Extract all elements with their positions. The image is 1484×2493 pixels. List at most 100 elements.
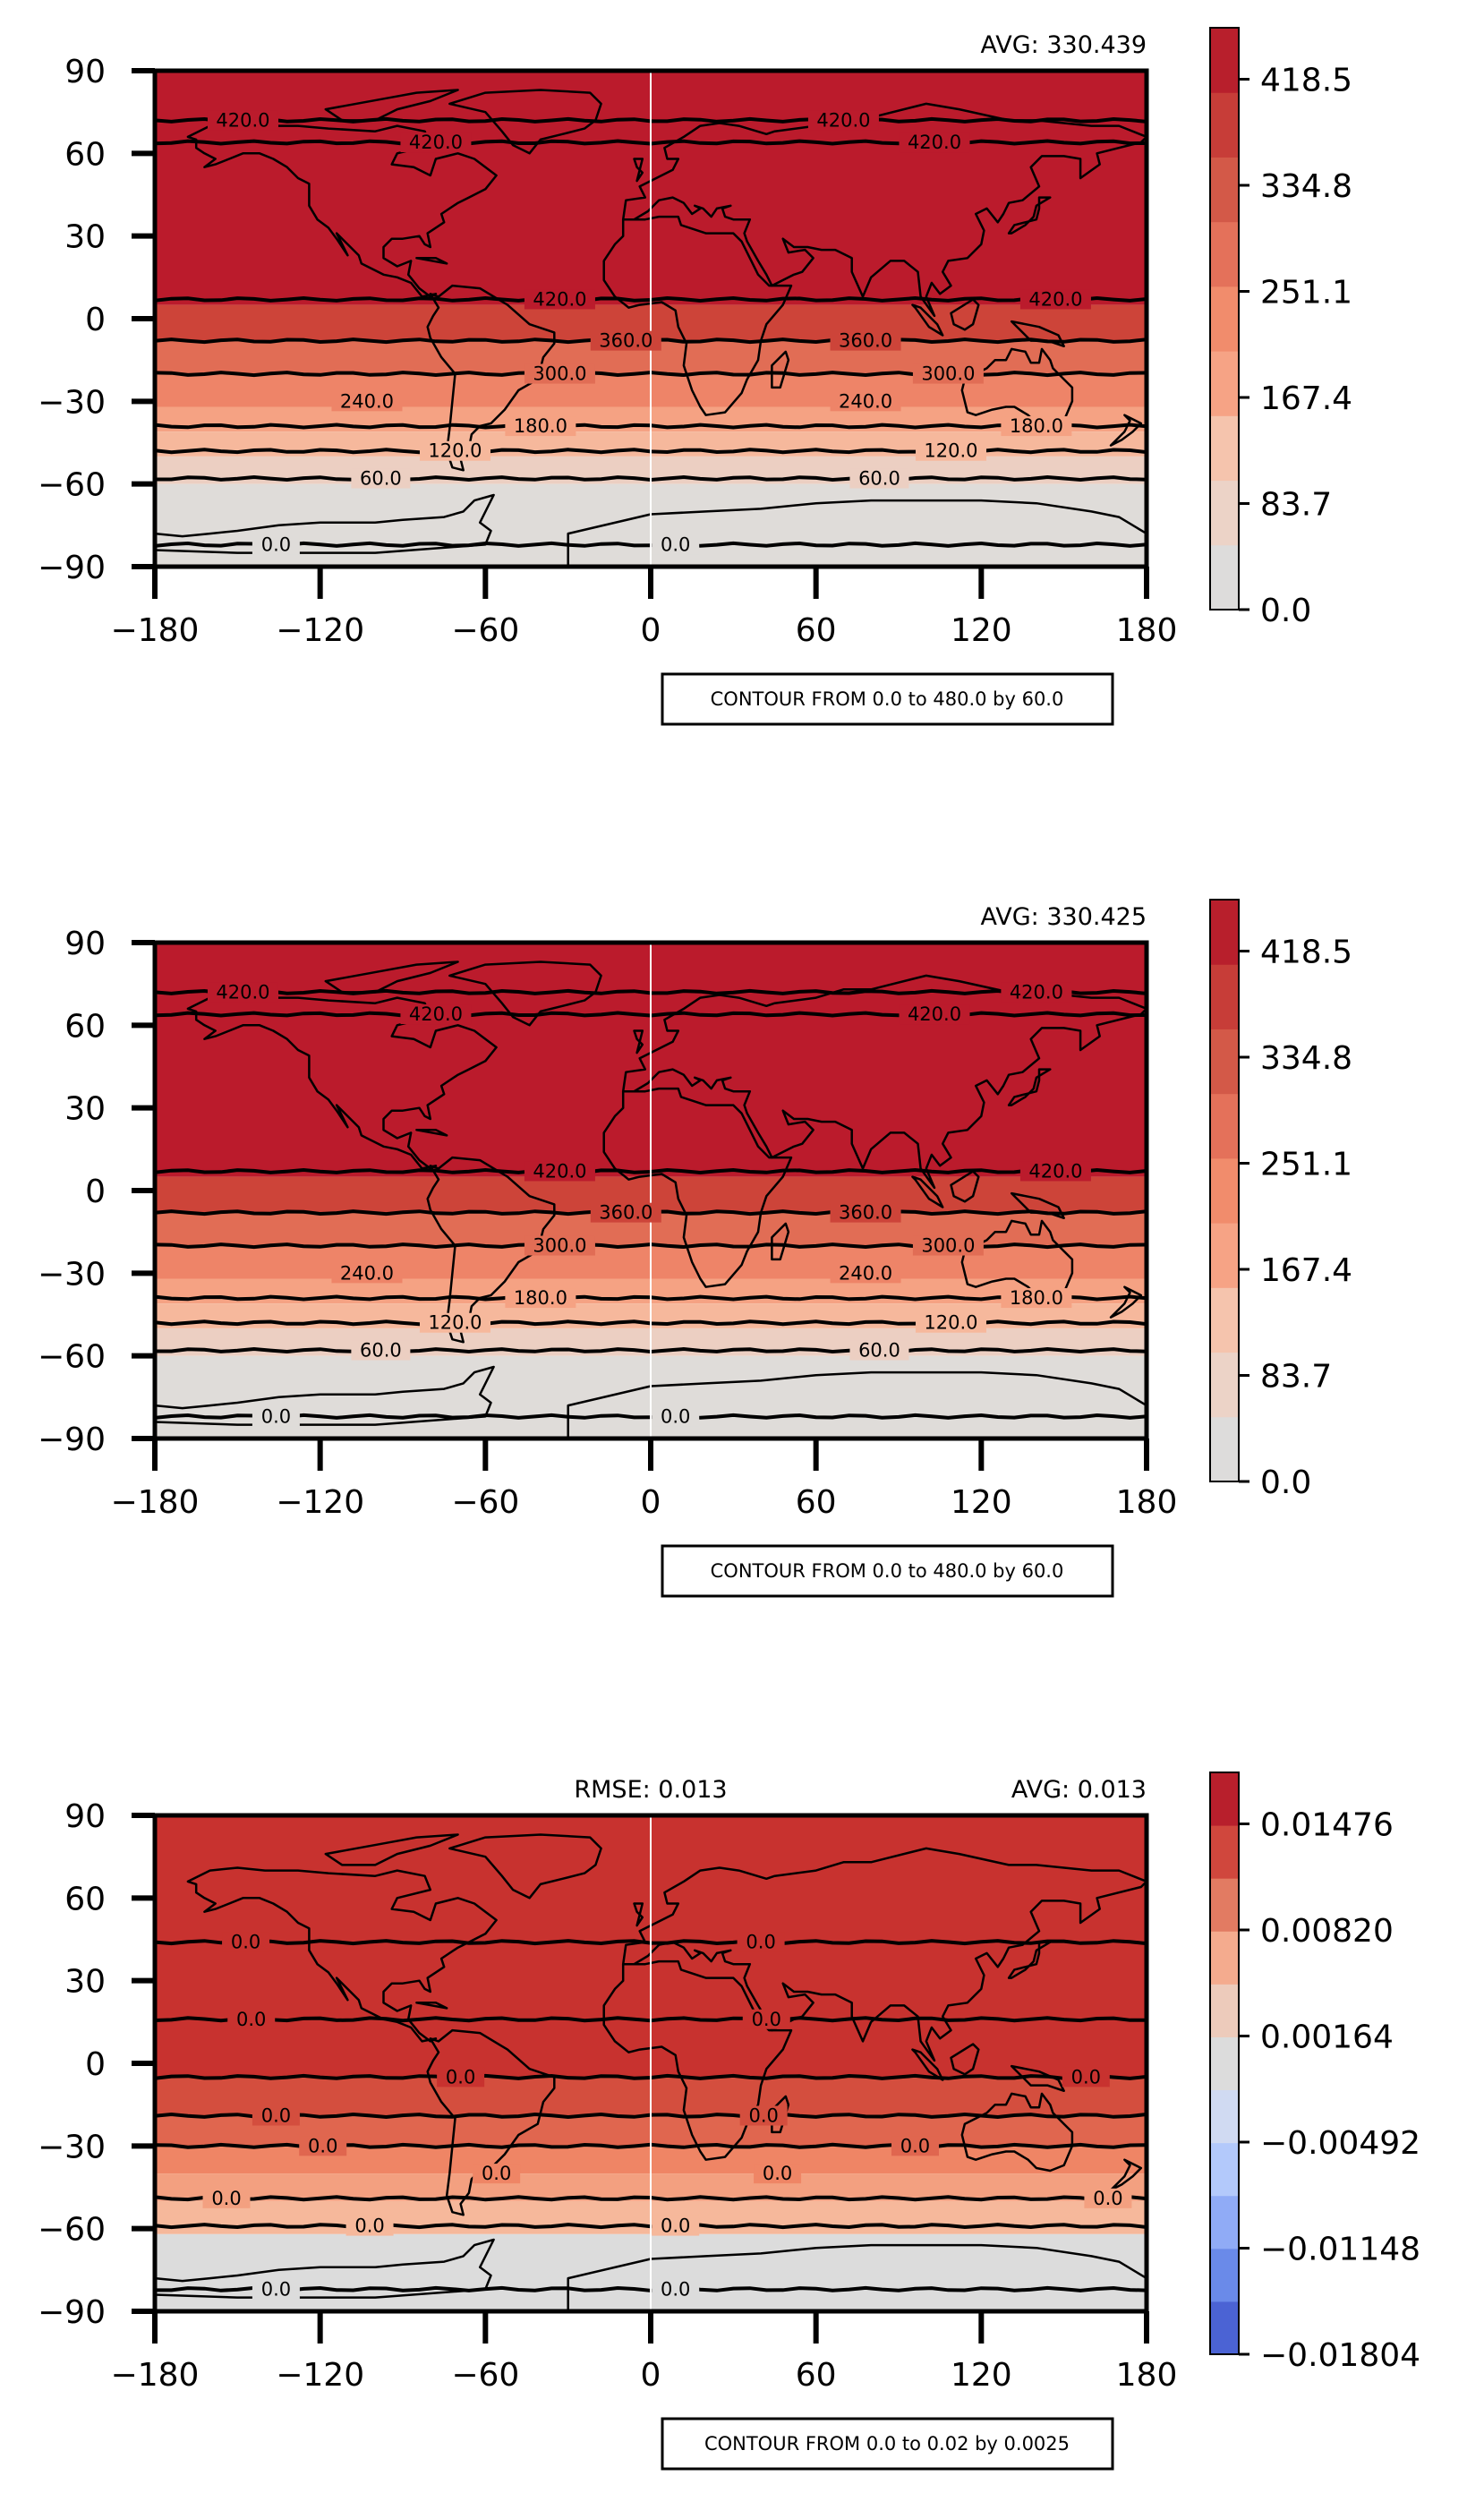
coastline	[324, 960, 459, 994]
contour-note-frame	[661, 672, 1114, 726]
contour-label-bg	[590, 330, 661, 351]
contour-label: 0.0	[661, 2278, 690, 2300]
colorbar-segment	[1210, 1984, 1239, 2037]
x-tick-label: 180	[1116, 2357, 1178, 2394]
colorbar-tick-label: 0.0	[1260, 593, 1311, 629]
contour-label-bg	[207, 982, 278, 1003]
contour-label: 300.0	[921, 1235, 975, 1257]
contour-label-bg	[652, 534, 700, 555]
x-tick-label: −120	[276, 1484, 364, 1521]
panel-2: 420.0 420.0 420.0 420.0 420.0 420.0 360.0 360.0…	[38, 899, 1352, 1598]
coastline	[426, 1156, 556, 1344]
coastline	[633, 158, 644, 183]
contour-label: 300.0	[921, 363, 975, 385]
contour-label-bg	[1001, 1288, 1072, 1309]
y-tick-label: −30	[38, 1256, 106, 1293]
colorbar-tick-label: 251.1	[1260, 1147, 1352, 1183]
contour-note-text: CONTOUR FROM 0.0 to 480.0 by 60.0	[711, 1560, 1064, 1582]
coastline	[950, 2043, 980, 2076]
colorbar-segment	[1210, 157, 1239, 223]
y-tick-label: 90	[64, 926, 106, 962]
contour-label-bg	[524, 363, 595, 384]
contour-label-bg	[1084, 2188, 1132, 2208]
colorbar-tick-label: 418.5	[1260, 935, 1352, 971]
contour-note-box: CONTOUR FROM 0.0 to 0.02 by 0.0025	[661, 2417, 1114, 2471]
contour-note-box: CONTOUR FROM 0.0 to 480.0 by 60.0	[661, 1544, 1114, 1598]
coastline	[1007, 1068, 1052, 1106]
colorbar-segment	[1210, 1093, 1239, 1159]
contour-label: 120.0	[428, 440, 482, 462]
contour-label-bg	[1001, 982, 1072, 1003]
contour-label-bg	[652, 1406, 700, 1427]
x-tick-label: −120	[276, 612, 364, 649]
coastline	[960, 2092, 1074, 2173]
contour-label-bg	[754, 2164, 802, 2184]
contour-label: 180.0	[1010, 415, 1063, 437]
contour-label-bg	[742, 2009, 790, 2029]
contour-label: 120.0	[924, 1312, 977, 1334]
x-tick-label: −60	[451, 1484, 519, 1521]
contour-label: 420.0	[1028, 288, 1082, 310]
y-tick-label: 60	[64, 1881, 106, 1917]
panel-1: 420.0 420.0 420.0 420.0 420.0 420.0 360.0 360.0…	[38, 27, 1352, 726]
colorbar-segment	[1210, 2248, 1239, 2302]
contour-label-bg	[590, 1202, 661, 1223]
x-tick-label: 60	[796, 1484, 837, 1521]
y-tick-label: 0	[85, 1174, 106, 1210]
contour-label: 240.0	[340, 1262, 394, 1284]
y-tick-label: −60	[38, 1339, 106, 1376]
contour-label: 0.0	[261, 2278, 291, 2300]
coastline	[155, 1365, 495, 1426]
contour-label-bg	[419, 440, 490, 461]
contour-label-bg	[915, 1312, 986, 1333]
coastline	[426, 2028, 556, 2216]
coastline	[567, 2243, 1147, 2311]
coastline	[1007, 196, 1052, 235]
contour-label: 0.0	[661, 1405, 690, 1427]
colorbar-segment	[1210, 221, 1239, 287]
contour-label: 300.0	[533, 363, 586, 385]
x-tick-label: −180	[111, 2357, 200, 2394]
coastline	[960, 347, 1074, 428]
contour-label-bg	[505, 416, 576, 437]
contour-label-bg	[400, 1004, 472, 1025]
contour-label-bg	[252, 2105, 300, 2126]
contour-label: 240.0	[839, 1262, 892, 1284]
coastline	[621, 974, 1147, 1190]
colorbar-segment	[1210, 286, 1239, 352]
coastline	[960, 1219, 1074, 1300]
contour-label: 60.0	[858, 1340, 900, 1362]
plot-area: 0.0 0.0 0.0 0.0 0.0 0.0 0.0 0.0 0.0 0.0 0.0 0.0 0.0 0…	[155, 1815, 1147, 2311]
colorbar-segment	[1210, 900, 1239, 965]
colorbar-tick-label: 167.4	[1260, 1252, 1352, 1289]
x-tick-label: 120	[951, 612, 1012, 649]
contour-label-bg	[222, 1932, 270, 1952]
x-tick-label: −180	[111, 1484, 200, 1521]
colorbar-segment	[1210, 1931, 1239, 1985]
contour-label-bg	[524, 1235, 595, 1256]
colorbar-segment	[1210, 92, 1239, 158]
colorbar: 418.5 334.8 251.1 167.4 83.7 0.0	[1209, 27, 1352, 629]
contour-label-bg	[524, 289, 595, 310]
contour-label-bg	[1019, 289, 1091, 310]
coastline	[186, 1866, 498, 2043]
contour-label-bg	[899, 132, 970, 153]
coastline	[950, 1170, 980, 1203]
coastline	[633, 1902, 644, 1927]
contour-label: 0.0	[308, 2135, 337, 2156]
colorbar-tick-label: 83.7	[1260, 487, 1332, 524]
contour-label-bg	[652, 2216, 700, 2236]
contour-note-text: CONTOUR FROM 0.0 to 0.02 by 0.0025	[704, 2433, 1070, 2455]
coastline	[415, 257, 448, 265]
contour-label: 0.0	[236, 2009, 266, 2030]
contour-label: 0.0	[661, 2216, 690, 2237]
x-tick-label: −120	[276, 2357, 364, 2394]
colorbar-frame	[1209, 27, 1240, 610]
colorbar-tick-label: 167.4	[1260, 380, 1352, 417]
contour-label-bg	[1062, 2067, 1110, 2087]
colorbar-segment	[1210, 1878, 1239, 1932]
coastline	[602, 215, 793, 416]
colorbar-segment	[1210, 544, 1239, 610]
contour-label: 0.0	[661, 534, 690, 555]
y-tick-label: 90	[64, 54, 106, 90]
